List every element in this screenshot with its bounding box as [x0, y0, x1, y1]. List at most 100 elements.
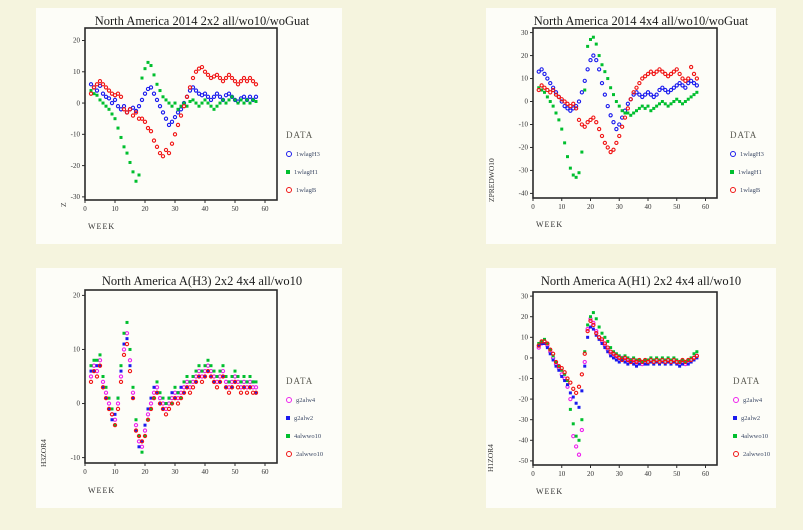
- data-point: [101, 375, 105, 378]
- data-point: [226, 91, 232, 96]
- data-point: [161, 95, 165, 99]
- data-point: [568, 407, 572, 411]
- data-point: [551, 358, 555, 362]
- data-point: [230, 385, 234, 389]
- data-point: [671, 69, 677, 74]
- data-point: [594, 328, 599, 334]
- data-point: [597, 325, 601, 329]
- data-point: [640, 359, 645, 365]
- data-point: [694, 76, 700, 81]
- data-point: [110, 112, 114, 116]
- data-point: [648, 92, 654, 97]
- data-point: [139, 97, 145, 103]
- data-point: [626, 111, 630, 115]
- chart-panel-2x2-all: 20 10 0 -10 -20 -30 0 10 20 30 40 50 60 North Americ…: [36, 8, 342, 244]
- y-tick-label: 10: [73, 68, 81, 76]
- data-point: [110, 407, 114, 411]
- data-point: [631, 357, 636, 363]
- data-point: [100, 385, 106, 390]
- data-point: [152, 73, 156, 77]
- legend-square-marker-icon: [286, 434, 290, 438]
- data-point: [104, 385, 108, 389]
- data-point: [88, 374, 94, 379]
- data-point: [589, 37, 592, 41]
- data-point: [170, 402, 174, 406]
- data-point: [553, 92, 559, 97]
- data-point: [582, 351, 587, 356]
- y-tick-label: 20: [521, 313, 529, 321]
- data-point: [233, 369, 237, 373]
- data-point: [591, 322, 596, 328]
- data-point: [136, 433, 142, 439]
- data-point: [127, 107, 133, 112]
- data-point: [115, 401, 121, 406]
- data-point: [113, 423, 117, 427]
- data-point: [674, 83, 679, 88]
- data-point: [683, 85, 688, 90]
- x-tick-label: 50: [673, 203, 681, 211]
- data-point: [232, 379, 238, 385]
- data-point: [688, 64, 694, 70]
- data-point: [95, 93, 99, 97]
- data-point: [611, 120, 616, 125]
- data-point: [112, 423, 118, 428]
- data-point: [557, 368, 561, 372]
- data-point: [591, 115, 596, 120]
- data-point: [577, 405, 581, 409]
- data-point: [537, 344, 541, 348]
- data-point: [688, 78, 694, 83]
- data-point: [686, 358, 690, 362]
- data-point: [605, 345, 610, 350]
- x-axis-label: WEEK: [88, 486, 116, 495]
- data-point: [100, 379, 106, 385]
- y-tick-label: -40: [519, 436, 529, 444]
- data-point: [127, 358, 133, 363]
- data-point: [566, 155, 569, 159]
- data-point: [582, 359, 587, 365]
- data-point: [89, 364, 93, 368]
- data-point: [220, 374, 226, 379]
- legend-entry: 2alwwo10: [286, 450, 323, 458]
- data-point: [131, 385, 135, 389]
- data-point: [133, 428, 139, 433]
- data-point: [248, 101, 252, 105]
- data-point: [548, 347, 553, 352]
- legend-title: DATA: [286, 130, 314, 140]
- data-point: [566, 383, 569, 387]
- data-point: [199, 64, 205, 70]
- data-point: [637, 92, 642, 97]
- data-point: [130, 390, 136, 395]
- data-point: [619, 124, 625, 129]
- y-tick-label: -10: [519, 121, 529, 129]
- data-point: [597, 54, 601, 58]
- data-point: [253, 385, 259, 390]
- data-point: [645, 359, 651, 365]
- chart-title: North America 2014 4x4 all/wo10/woGuat: [533, 14, 749, 28]
- plot-area: 20 10 0 -10 -20 -30 0 10 20 30 40 50 60: [36, 8, 342, 244]
- data-point: [146, 418, 150, 422]
- chart-legend: DATA g2alw4 g2alw2 4alwwo10 2alwwo10: [733, 376, 770, 458]
- data-point: [161, 407, 165, 411]
- data-point: [586, 323, 590, 327]
- data-point: [206, 369, 210, 373]
- data-point: [660, 85, 665, 90]
- data-point: [139, 444, 145, 449]
- data-point: [556, 363, 562, 369]
- y-axis-label: Z: [59, 202, 68, 207]
- data-point: [190, 75, 196, 81]
- data-point: [691, 71, 697, 77]
- legend-square-marker-icon: [733, 434, 737, 438]
- data-point: [91, 363, 97, 368]
- data-point: [125, 151, 129, 155]
- data-point: [193, 69, 199, 74]
- data-point: [551, 104, 555, 108]
- data-point: [573, 390, 579, 396]
- y-tick-label: -20: [519, 144, 529, 152]
- data-point: [242, 385, 246, 389]
- data-point: [571, 386, 576, 391]
- x-tick-label: 50: [232, 205, 240, 213]
- data-point: [157, 401, 163, 406]
- data-point: [185, 385, 189, 389]
- legend-entry-label: 1wlagH3: [296, 150, 320, 158]
